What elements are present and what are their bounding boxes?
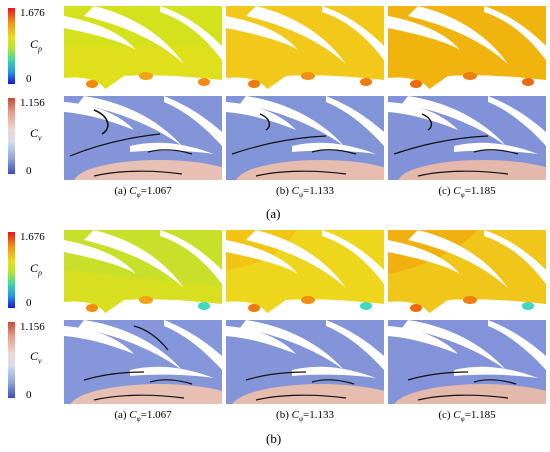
caption-a-2: (b) Cφ=1.133 [276,185,334,200]
cp-label: Cp [30,37,43,54]
cv-colorbar [8,98,15,174]
velocity-streamline-panel-2 [226,320,384,404]
caption-b-2: (b) Cφ=1.133 [276,409,334,424]
cp-colorbar [8,8,15,84]
caption-a-1: (a) Cφ=1.067 [114,185,172,200]
section-a: 1.676 0 Cp 1.156 0 Cv [0,0,550,225]
velocity-streamline-panel-1 [64,96,222,180]
figure-label-a: (a) [266,206,281,221]
pressure-contour-panel-2 [226,6,384,90]
pressure-contour-panel-1 [64,6,222,90]
velocity-streamline-panel-3 [388,320,546,404]
cv-min-tick: 0 [26,165,32,177]
section-b: 1.676 0 Cp 1.156 0 Cv [0,226,550,452]
caption-b-3: (c) Cφ=1.185 [438,409,496,424]
pressure-contour-panel-2 [226,230,384,314]
cp-max-tick: 1.676 [20,7,45,19]
cv-label: Cv [30,349,42,366]
cp-min-tick: 0 [26,297,32,309]
cp-colorbar [8,232,15,308]
pressure-contour-panel-1 [64,230,222,314]
velocity-streamline-panel-3 [388,96,546,180]
caption-b-1: (a) Cφ=1.067 [114,409,172,424]
cv-max-tick: 1.156 [20,97,45,109]
cv-label: Cv [30,126,42,143]
cv-colorbar [8,322,15,398]
pressure-contour-panel-3 [388,6,546,90]
velocity-streamline-panel-2 [226,96,384,180]
pressure-contour-panel-3 [388,230,546,314]
cp-label: Cp [30,261,43,278]
cv-min-tick: 0 [26,389,32,401]
cv-max-tick: 1.156 [20,321,45,333]
cp-min-tick: 0 [26,73,32,85]
cp-max-tick: 1.676 [20,231,45,243]
velocity-streamline-panel-1 [64,320,222,404]
figure-label-b: (b) [266,431,282,446]
caption-a-3: (c) Cφ=1.185 [438,185,496,200]
